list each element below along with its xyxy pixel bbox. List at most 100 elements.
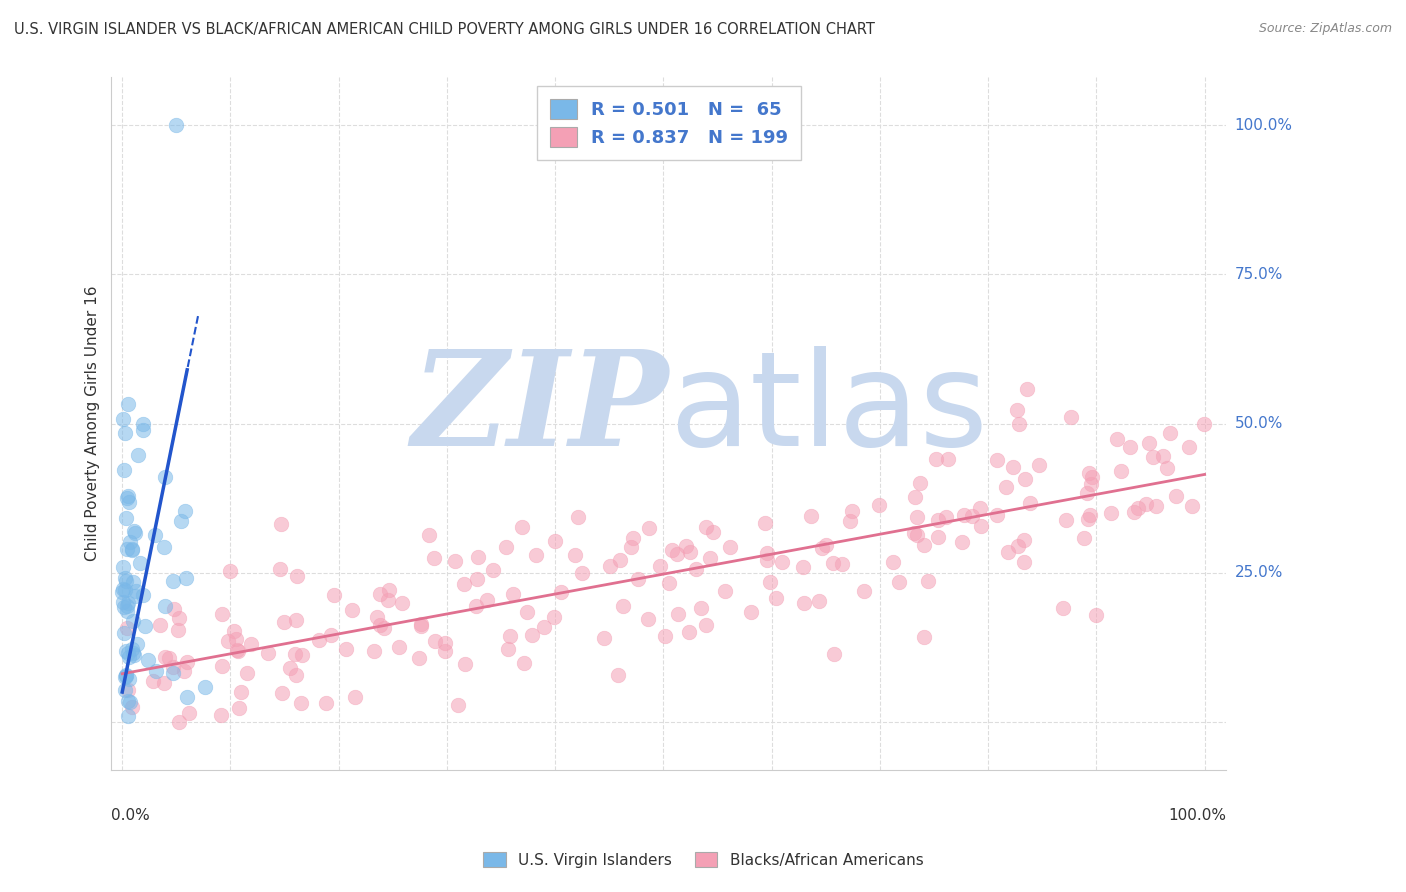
Point xyxy=(502,586,524,600)
Point xyxy=(1080,477,1102,491)
Point xyxy=(114,571,136,585)
Point xyxy=(211,607,233,622)
Point xyxy=(218,564,240,578)
Point xyxy=(543,609,565,624)
Point xyxy=(118,495,141,509)
Point xyxy=(319,628,342,642)
Point xyxy=(124,590,146,604)
Point xyxy=(308,632,330,647)
Point xyxy=(111,584,134,599)
Point xyxy=(550,584,572,599)
Point xyxy=(111,582,134,597)
Point xyxy=(599,559,621,574)
Point xyxy=(831,557,853,571)
Point xyxy=(228,701,250,715)
Point xyxy=(115,604,138,618)
Point xyxy=(950,535,973,549)
Point xyxy=(654,629,676,643)
Point xyxy=(678,624,700,639)
Point xyxy=(754,516,776,531)
Point xyxy=(115,644,138,658)
Point xyxy=(368,618,391,632)
Point xyxy=(770,555,793,569)
Point xyxy=(112,463,135,477)
Point xyxy=(1159,426,1181,441)
Point xyxy=(1012,533,1035,547)
Point xyxy=(882,554,904,568)
Point xyxy=(118,672,141,686)
Point xyxy=(111,412,134,426)
Point xyxy=(800,509,823,524)
Point xyxy=(225,632,247,646)
Point xyxy=(912,537,935,551)
Point xyxy=(1181,499,1204,513)
Text: Source: ZipAtlas.com: Source: ZipAtlas.com xyxy=(1258,22,1392,36)
Point xyxy=(904,490,927,504)
Point xyxy=(112,626,135,640)
Point xyxy=(117,694,139,708)
Point xyxy=(118,695,141,709)
Point xyxy=(1080,470,1102,484)
Point xyxy=(132,417,155,432)
Point xyxy=(1123,506,1146,520)
Text: 50.0%: 50.0% xyxy=(1234,416,1282,431)
Point xyxy=(1076,486,1098,500)
Point xyxy=(363,643,385,657)
Legend: U.S. Virgin Islanders, Blacks/African Americans: U.S. Virgin Islanders, Blacks/African Am… xyxy=(475,844,931,875)
Point xyxy=(117,491,139,505)
Point xyxy=(658,576,681,591)
Point xyxy=(621,531,644,545)
Point xyxy=(117,541,139,556)
Point xyxy=(122,574,145,589)
Point xyxy=(127,448,149,462)
Point xyxy=(454,657,477,671)
Point xyxy=(927,530,949,544)
Point xyxy=(444,554,467,568)
Point xyxy=(122,648,145,662)
Point xyxy=(194,680,217,694)
Point xyxy=(124,525,146,540)
Point xyxy=(209,707,232,722)
Point xyxy=(499,629,522,643)
Point xyxy=(167,714,190,729)
Point xyxy=(609,553,631,567)
Point xyxy=(153,540,176,554)
Point xyxy=(675,539,697,553)
Point xyxy=(714,583,737,598)
Point xyxy=(1007,539,1029,553)
Point xyxy=(174,572,197,586)
Point xyxy=(284,613,307,627)
Point xyxy=(165,118,187,132)
Point xyxy=(936,451,959,466)
Point xyxy=(114,582,136,597)
Point xyxy=(122,614,145,628)
Point xyxy=(1073,531,1095,545)
Point xyxy=(808,593,831,607)
Point xyxy=(852,584,875,599)
Point xyxy=(571,566,593,580)
Point xyxy=(177,706,200,721)
Point xyxy=(695,520,717,534)
Point xyxy=(145,664,167,678)
Text: 100.0%: 100.0% xyxy=(1234,118,1292,133)
Point xyxy=(368,587,391,601)
Point xyxy=(239,636,262,650)
Point xyxy=(335,641,357,656)
Point xyxy=(115,668,138,682)
Point xyxy=(814,537,837,551)
Point xyxy=(666,607,689,621)
Point xyxy=(132,588,155,602)
Point xyxy=(231,685,253,699)
Point xyxy=(495,540,517,554)
Text: atlas: atlas xyxy=(669,346,988,473)
Text: 0.0%: 0.0% xyxy=(111,808,150,823)
Point xyxy=(388,640,411,654)
Point xyxy=(162,660,184,674)
Point xyxy=(969,519,991,533)
Point xyxy=(173,664,195,678)
Point xyxy=(1126,500,1149,515)
Point xyxy=(114,670,136,684)
Point xyxy=(117,596,139,610)
Point xyxy=(564,548,586,562)
Point xyxy=(907,528,929,542)
